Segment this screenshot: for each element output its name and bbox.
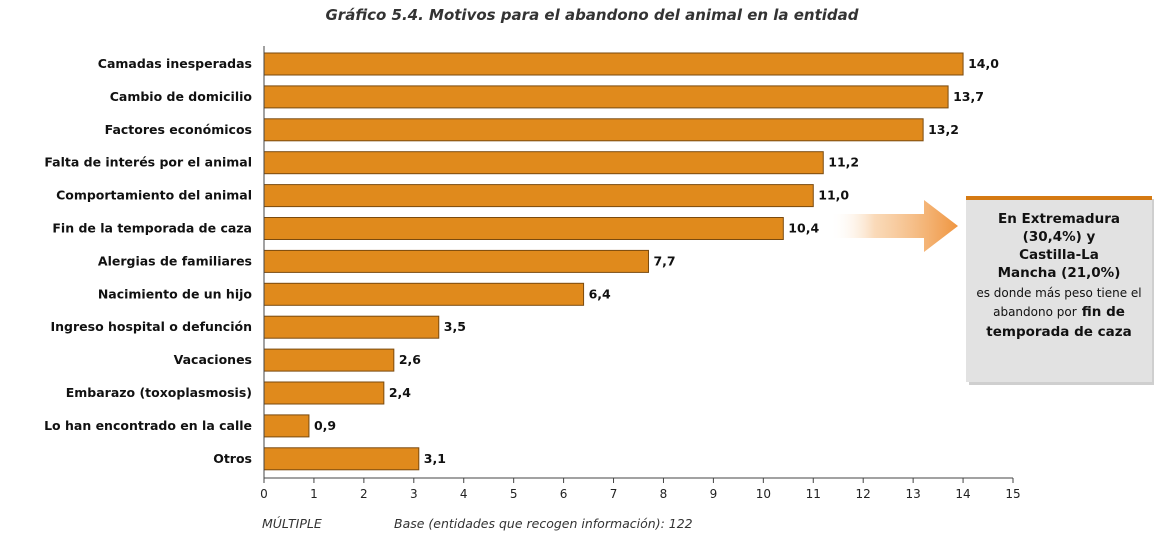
- bar: [263, 184, 814, 208]
- value-label: 0,9: [314, 418, 336, 433]
- value-label: 7,7: [653, 253, 675, 268]
- x-tick-label: 10: [756, 487, 771, 501]
- value-label: 13,2: [928, 122, 959, 137]
- category-label: Cambio de domicilio: [110, 89, 253, 104]
- value-label: 11,2: [828, 155, 859, 170]
- bar: [263, 52, 964, 76]
- category-label: Otros: [213, 451, 252, 466]
- category-label: Falta de interés por el animal: [44, 155, 252, 170]
- x-tick-label: 15: [1005, 487, 1020, 501]
- value-label: 14,0: [968, 56, 999, 71]
- x-tick-label: 13: [905, 487, 920, 501]
- bar: [263, 118, 924, 142]
- value-label: 2,4: [389, 385, 411, 400]
- bar: [263, 447, 420, 471]
- bar: [263, 315, 440, 339]
- x-tick-label: 2: [360, 487, 368, 501]
- callout-line-4: Mancha (21,0%): [997, 265, 1121, 281]
- footer-base-note: Base (entidades que recogen información)…: [394, 516, 693, 531]
- category-label: Camadas inesperadas: [98, 56, 252, 71]
- callout-arrow: [830, 200, 958, 252]
- value-label: 3,1: [424, 451, 446, 466]
- callout-line-3: Castilla-La: [1019, 247, 1099, 263]
- category-label: Nacimiento de un hijo: [98, 286, 253, 301]
- category-label: Alergias de familiares: [98, 253, 252, 268]
- x-tick-label: 9: [710, 487, 718, 501]
- x-tick-label: 4: [460, 487, 468, 501]
- bar: [263, 249, 649, 273]
- bar: [263, 381, 385, 405]
- category-label: Ingreso hospital o defunción: [50, 319, 252, 334]
- value-label: 10,4: [788, 221, 819, 236]
- category-label: Fin de la temporada de caza: [52, 221, 252, 236]
- value-label: 13,7: [953, 89, 984, 104]
- callout-line-1: En Extremadura: [998, 211, 1120, 227]
- bar: [263, 348, 395, 372]
- footer-multiple-note: MÚLTIPLE: [262, 516, 322, 531]
- x-tick-label: 7: [610, 487, 618, 501]
- bar: [263, 151, 824, 175]
- x-tick-label: 8: [660, 487, 668, 501]
- value-label: 3,5: [444, 319, 466, 334]
- x-tick-label: 12: [856, 487, 871, 501]
- value-label: 6,4: [589, 286, 611, 301]
- bar: [263, 414, 310, 438]
- bar: [263, 282, 585, 306]
- bars-group: Camadas inesperadas 14,0 Cambio de domicil…: [44, 52, 999, 471]
- x-axis: 0 1 2 3 4 5 6 7 8 9 10 11 12 13 14 15: [260, 46, 1021, 501]
- x-tick-label: 5: [510, 487, 518, 501]
- x-tick-label: 6: [560, 487, 568, 501]
- category-label: Embarazo (toxoplasmosis): [66, 385, 252, 400]
- callout-line-2: (30,4%) y: [1022, 229, 1096, 245]
- bar: [263, 217, 784, 240]
- bar: [263, 85, 949, 109]
- x-tick-label: 0: [260, 487, 268, 501]
- value-label: 2,6: [399, 352, 421, 367]
- x-tick-label: 1: [310, 487, 318, 501]
- category-label: Lo han encontrado en la calle: [44, 418, 252, 433]
- value-label: 11,0: [818, 188, 849, 203]
- chart-title: Gráfico 5.4. Motivos para el abandono de…: [325, 6, 859, 24]
- category-label: Comportamiento del animal: [56, 188, 252, 203]
- callout-text: es donde más peso tiene el abandono por: [976, 286, 1142, 319]
- category-label: Vacaciones: [174, 352, 252, 367]
- callout-arrow-shape: [830, 200, 958, 252]
- category-label: Factores económicos: [105, 122, 252, 137]
- callout-bold-tail: fin de temporada de caza: [986, 304, 1132, 340]
- callout-box: En Extremadura (30,4%) y Castilla-La Man…: [966, 196, 1152, 382]
- x-tick-label: 11: [806, 487, 821, 501]
- x-tick-label: 3: [410, 487, 418, 501]
- x-tick-label: 14: [955, 487, 970, 501]
